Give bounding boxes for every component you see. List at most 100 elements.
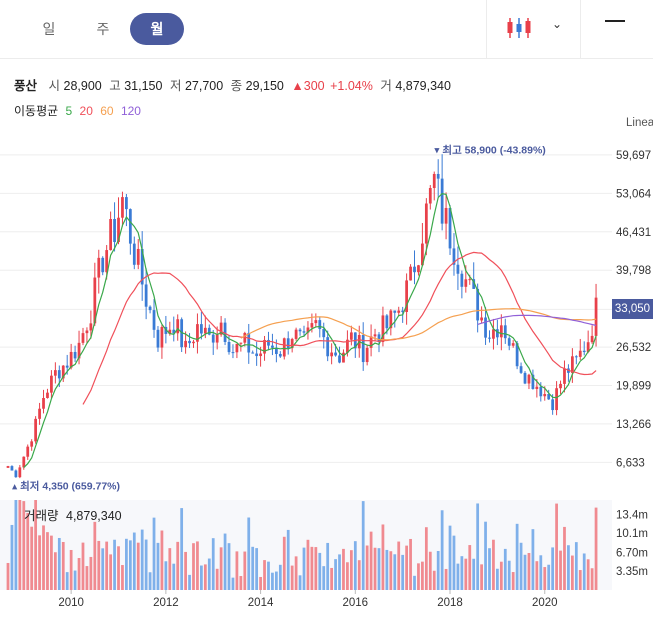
ma-20-label[interactable]: 20 bbox=[79, 104, 93, 118]
volume-bar bbox=[389, 551, 393, 590]
candle-body bbox=[417, 265, 420, 273]
volume-bar bbox=[180, 508, 184, 590]
y-tick-label: 59,697 bbox=[616, 150, 651, 162]
volume-bar bbox=[519, 542, 523, 590]
minimize-icon[interactable] bbox=[605, 20, 625, 22]
volume-bar bbox=[381, 524, 385, 590]
y-tick-label: 13,266 bbox=[616, 419, 651, 431]
candle-body bbox=[89, 323, 93, 331]
tab-daily[interactable]: 일 bbox=[42, 21, 56, 37]
candle-body bbox=[243, 332, 247, 343]
volume-bar bbox=[417, 563, 420, 590]
volume-bar bbox=[527, 553, 531, 590]
candle-body bbox=[50, 375, 53, 393]
tab-monthly[interactable]: 월 bbox=[130, 13, 184, 45]
volume-bar bbox=[286, 529, 290, 590]
candle-body bbox=[405, 280, 408, 312]
candle-body bbox=[314, 320, 318, 324]
candle-body bbox=[69, 351, 73, 368]
volume-bar bbox=[109, 554, 112, 590]
ma-60-label[interactable]: 60 bbox=[100, 104, 114, 118]
toolbar-divider bbox=[580, 0, 581, 58]
volume-bar bbox=[57, 537, 61, 590]
volume-bar bbox=[207, 558, 211, 590]
candle-body bbox=[196, 324, 199, 342]
candle-body bbox=[192, 341, 195, 344]
high-annotation: ▾ 최고 58,900 (-43.89%) bbox=[434, 144, 546, 157]
tab-weekly[interactable]: 주 bbox=[96, 21, 110, 37]
volume-bar bbox=[448, 525, 452, 590]
candle-body bbox=[259, 353, 262, 357]
candle-body bbox=[582, 350, 586, 353]
candle-body bbox=[294, 329, 298, 339]
volume-bar bbox=[18, 500, 22, 590]
candlestick-icon[interactable] bbox=[506, 16, 532, 40]
candle-body bbox=[421, 243, 424, 266]
candle-body bbox=[578, 350, 582, 357]
candle-body bbox=[101, 257, 105, 273]
volume-bar bbox=[322, 566, 326, 590]
volume-bar bbox=[10, 524, 14, 590]
candle-body bbox=[42, 397, 45, 409]
ma-120-label[interactable]: 120 bbox=[120, 104, 141, 118]
volume-bar bbox=[132, 532, 136, 590]
chevron-down-icon[interactable]: ⌄ bbox=[552, 17, 563, 31]
candle-body bbox=[551, 399, 555, 411]
candle-body bbox=[278, 353, 282, 357]
scale-mode-label[interactable]: Linea bbox=[626, 117, 653, 129]
candle-body bbox=[342, 352, 345, 363]
volume-bar bbox=[247, 517, 251, 590]
candle-body bbox=[511, 343, 515, 346]
candle-body bbox=[452, 248, 456, 265]
ma-5-label[interactable]: 5 bbox=[65, 104, 73, 118]
candle-body bbox=[381, 315, 385, 343]
volume-bar bbox=[421, 561, 424, 590]
volume-bar bbox=[334, 559, 337, 590]
volume-bar bbox=[582, 553, 586, 590]
candle-body bbox=[349, 332, 353, 340]
candle-body bbox=[476, 288, 480, 321]
candle-body bbox=[184, 340, 187, 348]
volume-bar bbox=[42, 525, 45, 590]
volume-bar bbox=[125, 538, 128, 590]
candle-body bbox=[563, 368, 566, 384]
volume-bar bbox=[318, 552, 322, 590]
candle-body bbox=[413, 266, 416, 273]
volume-bar bbox=[567, 545, 570, 590]
volume-bar bbox=[85, 566, 89, 590]
candle-body bbox=[594, 297, 598, 336]
volume-bar bbox=[503, 548, 507, 590]
candle-body bbox=[282, 338, 286, 357]
volume-value: 4,879,340 bbox=[395, 79, 451, 93]
candle-body bbox=[26, 446, 30, 457]
candle-body bbox=[318, 320, 322, 330]
volume-bar bbox=[555, 503, 558, 590]
candle-body bbox=[57, 370, 61, 379]
last-price-badge: 33,050 bbox=[612, 299, 653, 320]
volume-bar bbox=[128, 540, 132, 590]
ma-5-line bbox=[23, 192, 597, 469]
volume-bar bbox=[73, 570, 77, 590]
volume-bar bbox=[353, 541, 357, 590]
candle-body bbox=[255, 353, 259, 357]
volume-bar bbox=[401, 554, 405, 590]
volume-bar bbox=[93, 521, 97, 590]
candle-body bbox=[527, 374, 531, 384]
candle-body bbox=[235, 343, 239, 353]
volume-bar bbox=[377, 548, 381, 590]
candle-body bbox=[440, 178, 444, 224]
volume-bar bbox=[136, 542, 140, 590]
candle-body bbox=[389, 310, 393, 329]
candle-body bbox=[436, 173, 440, 179]
quote-info: 풍산 시 28,900 고 31,150 저 27,700 종 29,150 ▲… bbox=[14, 75, 451, 94]
volume-bar bbox=[65, 572, 69, 590]
candle-body bbox=[547, 393, 551, 400]
volume-bar bbox=[38, 535, 41, 590]
candle-body bbox=[231, 352, 235, 354]
y-tick-label: 46,431 bbox=[616, 227, 651, 239]
volume-bar bbox=[196, 541, 199, 590]
candle-body bbox=[219, 322, 223, 335]
volume-bar bbox=[263, 560, 266, 590]
candle-body bbox=[460, 273, 464, 287]
